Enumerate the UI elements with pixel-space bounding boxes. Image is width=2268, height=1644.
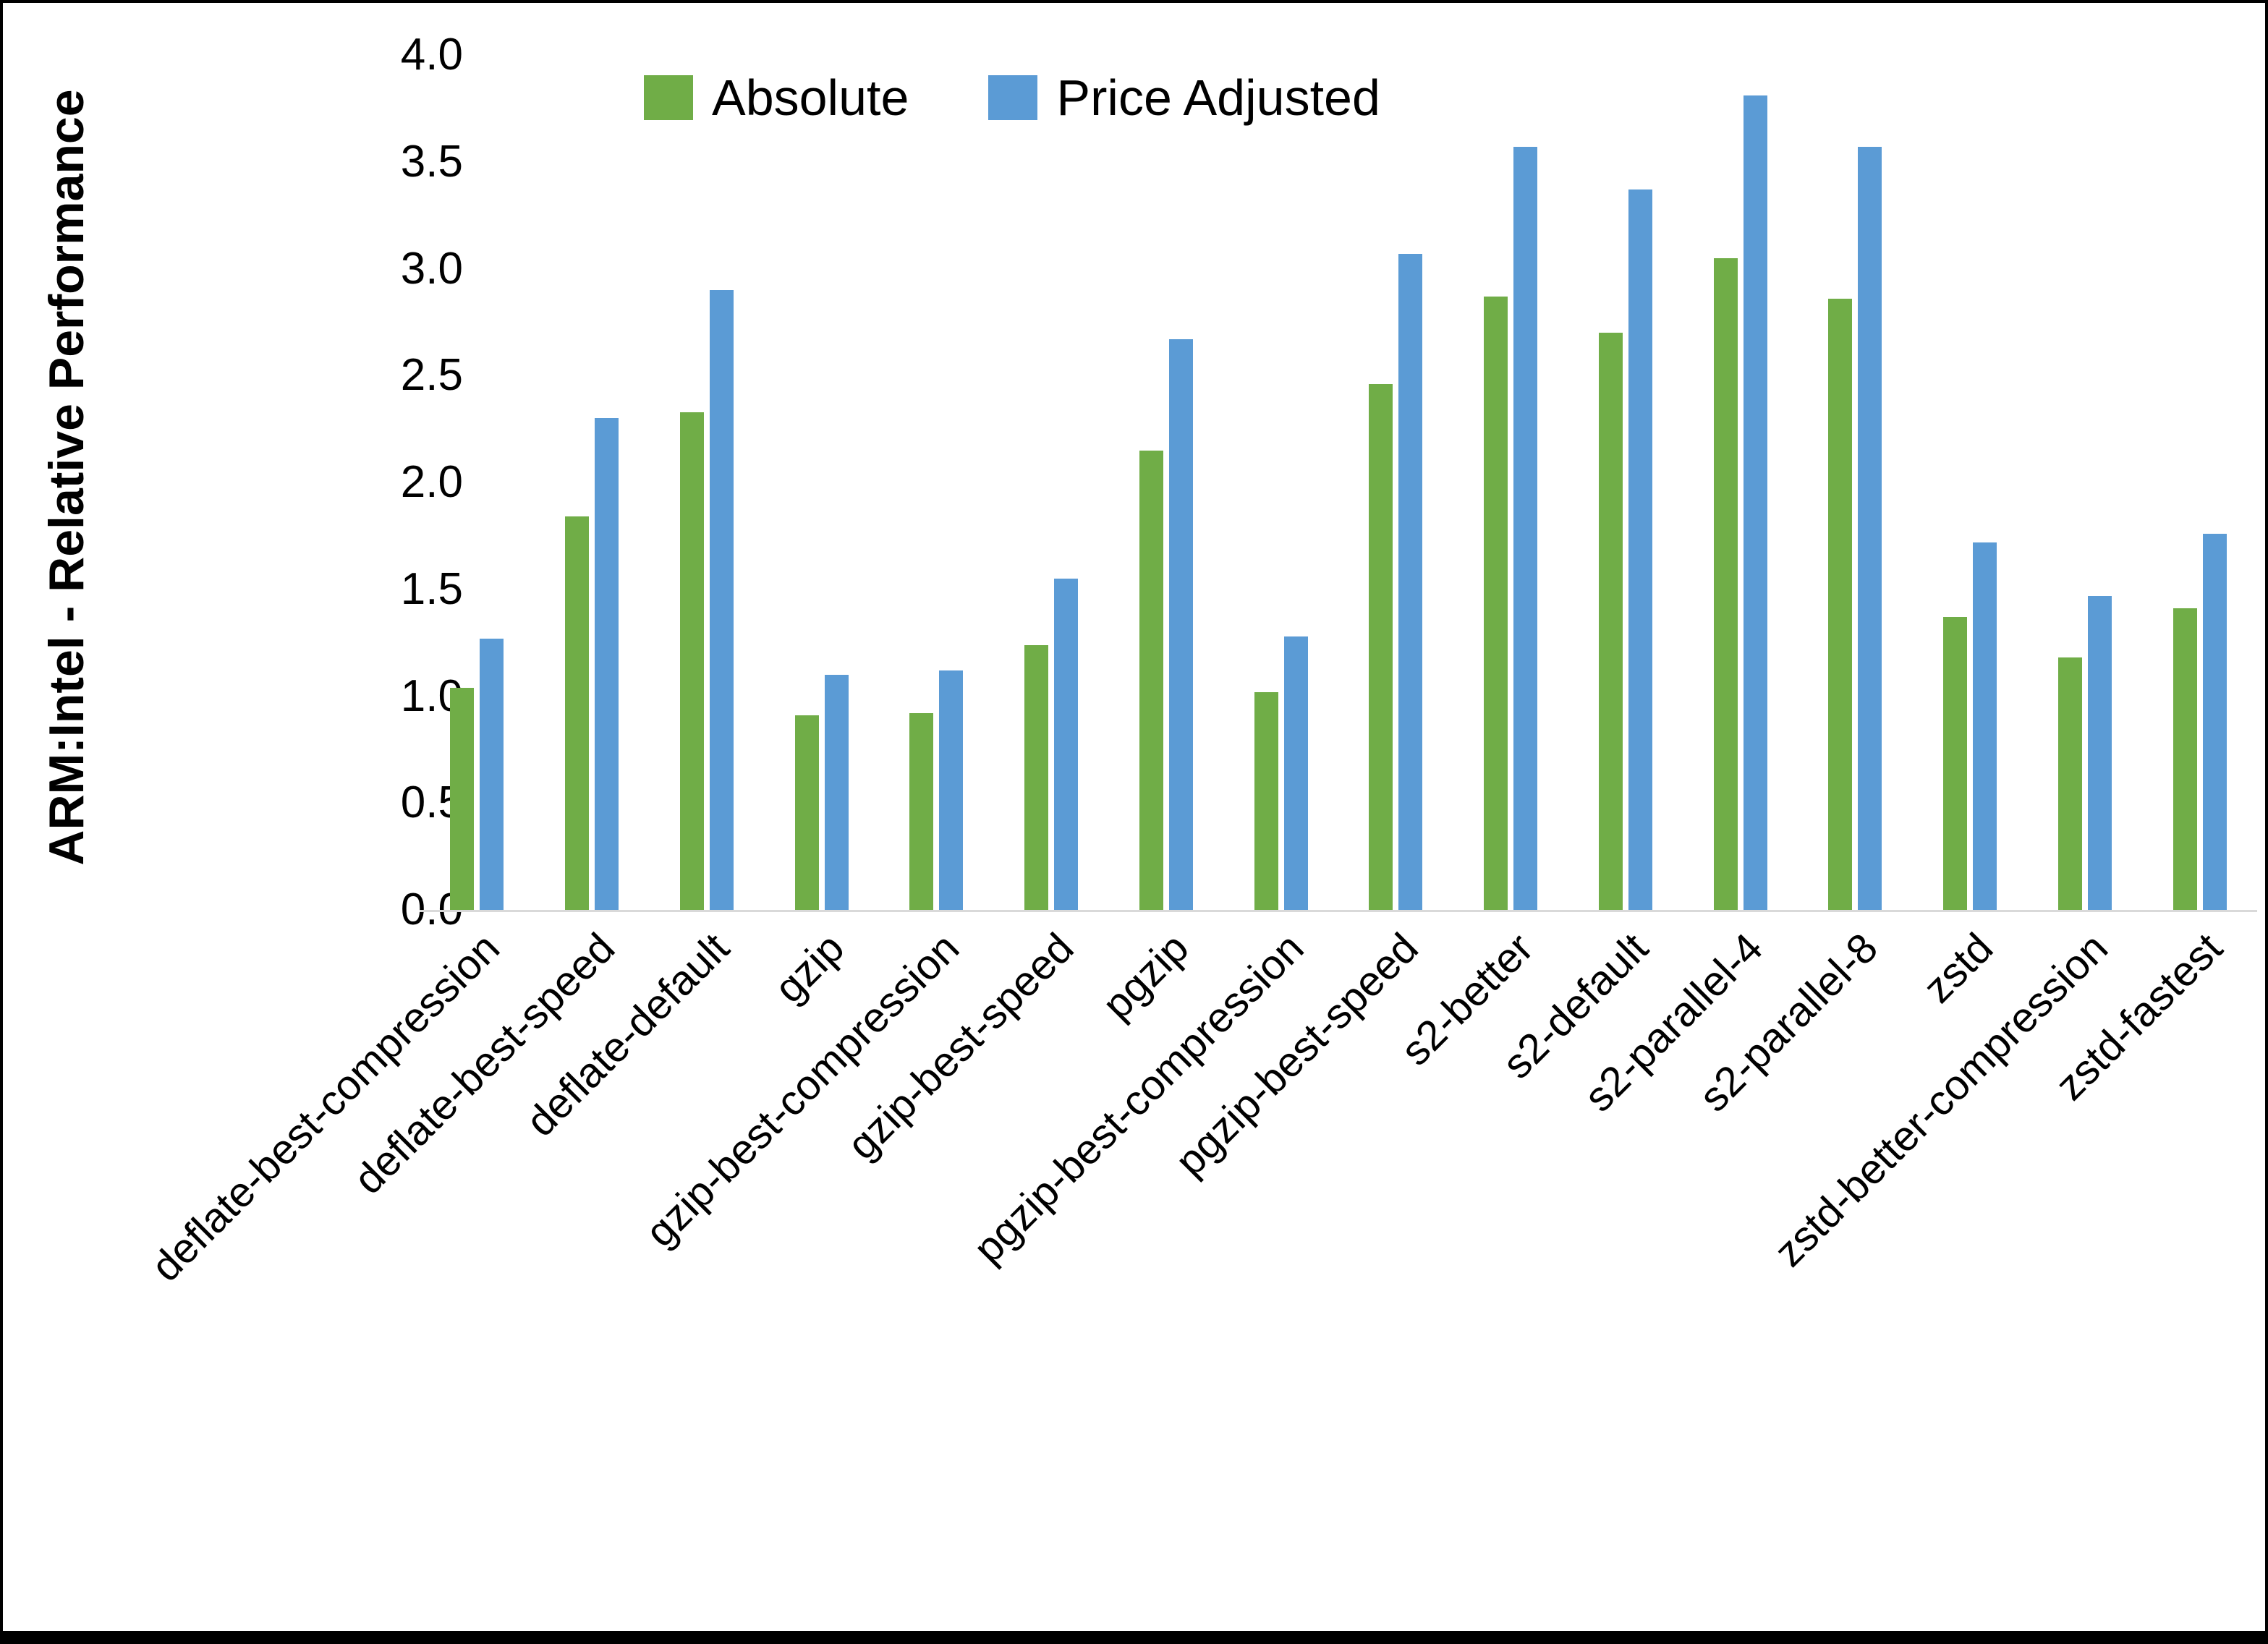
bar-absolute-pgzip (1139, 450, 1163, 910)
x-label-slot: pgzip-best-compression (964, 913, 1338, 1448)
category-group-deflate-best-speed (535, 55, 650, 910)
legend-item-price-adjusted: Price Adjusted (988, 72, 1380, 123)
category-group-s2-default (1568, 55, 1683, 910)
bar-price-adjusted-s2-parallel-8 (1858, 147, 1882, 910)
x-label-slot: s2-better (1392, 913, 1568, 1448)
category-group-pgzip-best-compression (1223, 55, 1338, 910)
y-tick-label: 3.0 (400, 243, 463, 294)
x-label-slot: s2-parallel-4 (1576, 913, 1798, 1448)
x-category-label: gzip (765, 924, 854, 1013)
bar-absolute-pgzip-best-speed (1369, 384, 1393, 910)
x-axis-line (420, 910, 2257, 912)
bar-price-adjusted-s2-default (1628, 189, 1652, 910)
x-category-label: pgzip (1093, 924, 1198, 1028)
x-label-slot: gzip (764, 913, 879, 1448)
category-group-gzip-best-speed (994, 55, 1109, 910)
bar-price-adjusted-gzip (824, 674, 849, 910)
category-group-zstd (1913, 55, 2028, 910)
category-group-deflate-default (650, 55, 765, 910)
x-label-slot: pgzip (1094, 913, 1224, 1448)
x-label-slot: zstd (1913, 913, 2028, 1448)
bar-price-adjusted-zstd (1973, 542, 1997, 910)
bar-price-adjusted-deflate-default (709, 290, 734, 910)
y-axis-tick-labels: 0.0 0.5 1.0 1.5 2.0 2.5 3.0 3.5 4.0 (268, 33, 463, 932)
legend-item-absolute: Absolute (644, 72, 909, 123)
y-axis-title: ARM:Intel - Relative Performance (39, 89, 94, 866)
legend-swatch-price-adjusted (988, 75, 1038, 120)
bar-absolute-deflate-best-speed (565, 516, 590, 910)
bar-price-adjusted-zstd-better-compression (2087, 595, 2112, 910)
category-group-deflate-best-compression (420, 55, 535, 910)
bar-absolute-gzip (794, 715, 819, 910)
category-group-pgzip (1109, 55, 1224, 910)
category-group-s2-parallel-8 (1798, 55, 1913, 910)
category-group-gzip-best-compression (879, 55, 994, 910)
bar-price-adjusted-pgzip (1168, 339, 1193, 910)
plot-area (420, 55, 2257, 910)
x-label-slot: zstd-fastest (2047, 913, 2257, 1448)
bar-absolute-s2-parallel-8 (1828, 298, 1853, 910)
y-tick-label: 2.0 (400, 457, 463, 507)
bar-absolute-pgzip-best-compression (1254, 691, 1278, 910)
category-group-pgzip-best-speed (1338, 55, 1453, 910)
bar-price-adjusted-deflate-best-compression (480, 638, 504, 910)
bar-absolute-s2-default (1598, 333, 1623, 910)
x-axis-category-labels: deflate-best-compression deflate-best-spe… (143, 913, 2257, 1448)
x-label-slot: pgzip-best-speed (1167, 913, 1453, 1448)
bar-absolute-gzip-best-speed (1024, 644, 1049, 910)
y-tick-label: 2.5 (400, 350, 463, 401)
bar-absolute-zstd (1943, 617, 1968, 910)
category-group-s2-better (1453, 55, 1568, 910)
bar-absolute-deflate-best-compression (450, 687, 475, 910)
y-tick-label: 1.5 (400, 563, 463, 614)
legend-label-absolute: Absolute (712, 69, 909, 126)
x-label-slot: s2-default (1494, 913, 1683, 1448)
legend: Absolute Price Adjusted (644, 72, 1380, 123)
y-tick-label: 4.0 (400, 30, 463, 80)
bar-absolute-s2-parallel-4 (1713, 257, 1738, 910)
bar-price-adjusted-pgzip-best-compression (1283, 636, 1308, 910)
bar-price-adjusted-deflate-best-speed (595, 418, 619, 910)
category-group-zstd-better-compression (2028, 55, 2143, 910)
bar-absolute-s2-better (1484, 296, 1508, 910)
x-label-slot: deflate-best-speed (344, 913, 650, 1448)
bar-absolute-zstd-better-compression (2057, 657, 2082, 910)
bottom-border-bar (0, 1631, 2268, 1644)
y-tick-label: 3.5 (400, 136, 463, 187)
x-category-label: zstd (1914, 924, 2002, 1013)
x-label-slot: zstd-better-compression (1765, 913, 2143, 1448)
bar-price-adjusted-s2-better (1513, 147, 1538, 910)
bar-price-adjusted-s2-parallel-4 (1743, 95, 1767, 910)
bar-price-adjusted-gzip-best-speed (1054, 578, 1079, 910)
bar-price-adjusted-zstd-fastest (2202, 533, 2227, 910)
x-label-slot: deflate-best-compression (143, 913, 535, 1448)
legend-label-price-adjusted: Price Adjusted (1056, 69, 1380, 126)
bar-absolute-zstd-fastest (2173, 608, 2197, 910)
x-label-slot: gzip-best-compression (637, 913, 994, 1448)
bar-price-adjusted-pgzip-best-speed (1398, 253, 1423, 910)
bar-price-adjusted-gzip-best-compression (939, 670, 964, 910)
legend-swatch-absolute (644, 75, 693, 120)
bar-absolute-gzip-best-compression (909, 713, 934, 910)
category-group-zstd-fastest (2142, 55, 2257, 910)
bar-absolute-deflate-default (679, 412, 704, 910)
category-group-gzip (764, 55, 879, 910)
category-group-s2-parallel-4 (1683, 55, 1798, 910)
